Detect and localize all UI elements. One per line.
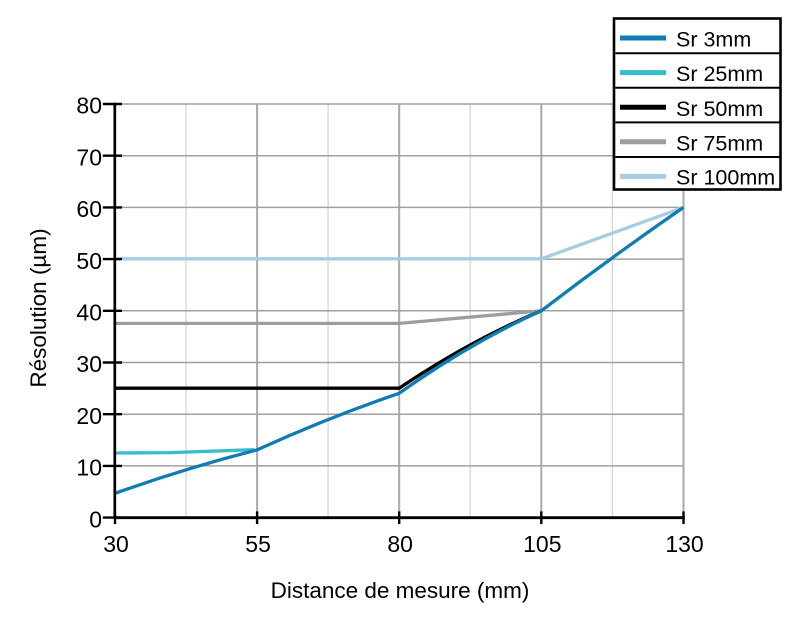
svg-text:Sr 25mm: Sr 25mm	[676, 62, 763, 86]
svg-text:130: 130	[665, 531, 703, 557]
svg-text:Sr 50mm: Sr 50mm	[676, 97, 763, 121]
svg-text:30: 30	[103, 531, 129, 557]
svg-text:105: 105	[523, 531, 561, 557]
svg-text:60: 60	[76, 196, 102, 222]
svg-text:Distance de mesure (mm): Distance de mesure (mm)	[271, 578, 530, 603]
svg-text:80: 80	[387, 531, 413, 557]
svg-text:Sr 100mm: Sr 100mm	[676, 166, 775, 190]
svg-text:50: 50	[76, 248, 102, 274]
svg-text:Résolution (µm): Résolution (µm)	[26, 228, 51, 387]
svg-text:Sr 3mm: Sr 3mm	[676, 28, 751, 52]
svg-text:80: 80	[76, 93, 102, 119]
svg-text:40: 40	[76, 300, 102, 326]
svg-text:30: 30	[76, 351, 102, 377]
svg-text:10: 10	[76, 455, 102, 481]
svg-text:0: 0	[89, 506, 102, 532]
svg-text:20: 20	[76, 403, 102, 429]
svg-text:55: 55	[245, 531, 271, 557]
svg-text:Sr 75mm: Sr 75mm	[676, 131, 763, 155]
svg-text:70: 70	[76, 144, 102, 170]
